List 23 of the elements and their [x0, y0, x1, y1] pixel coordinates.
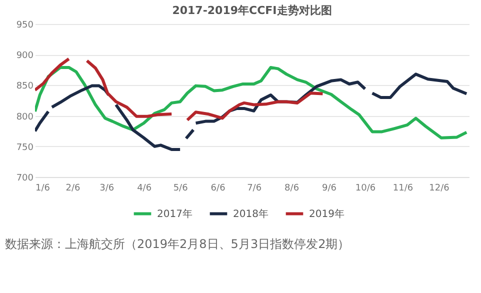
legend-label: 2018年 — [233, 208, 268, 220]
x-tick-label: 6/6 — [210, 184, 226, 194]
x-tick-label: 2/6 — [66, 184, 80, 194]
y-tick-label: 900 — [16, 51, 34, 62]
chart-title: 2017-2019年CCFI走势对比图 — [172, 4, 332, 17]
y-tick-label: 700 — [16, 174, 34, 184]
source-note: 数据来源：上海航交所（2019年2月8日、5月3日指数停发2期） — [5, 237, 350, 251]
x-tick-label: 5/6 — [173, 184, 188, 194]
x-tick-label: 9/6 — [322, 184, 337, 194]
x-tick-label: 4/6 — [137, 184, 152, 194]
legend-label: 2019年 — [309, 208, 344, 220]
y-tick-label: 750 — [16, 142, 34, 153]
x-tick-label: 3/6 — [100, 184, 114, 194]
x-tick-label: 7/6 — [247, 184, 262, 194]
y-tick-label: 950 — [16, 20, 34, 30]
y-tick-label: 850 — [16, 82, 34, 92]
x-tick-label: 1/6 — [36, 184, 50, 194]
x-tick-label: 10/6 — [355, 184, 376, 194]
x-tick-label: 8/6 — [284, 184, 300, 194]
x-tick-label: 11/6 — [392, 184, 414, 194]
x-tick-label: 12/6 — [429, 184, 450, 194]
legend-label: 2017年 — [157, 208, 192, 220]
y-tick-label: 800 — [16, 112, 34, 122]
